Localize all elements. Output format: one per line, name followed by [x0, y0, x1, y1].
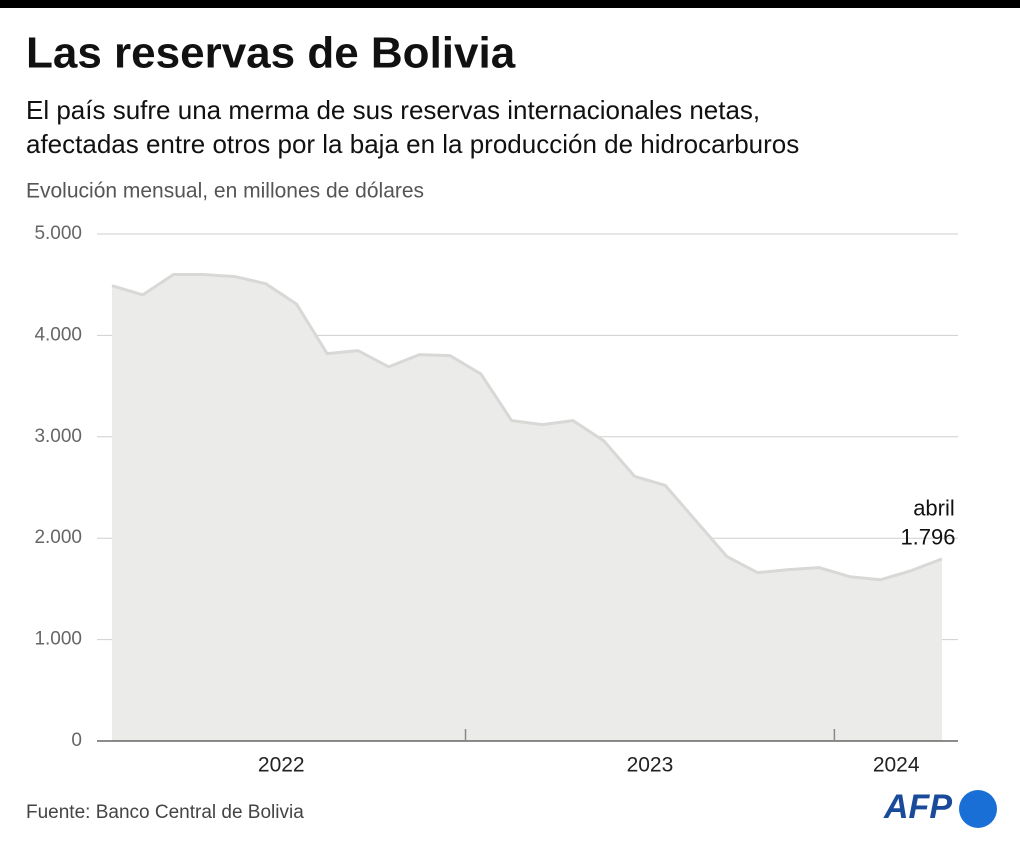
subtitle: afectadas entre otros por la baja en la …	[26, 129, 799, 159]
chart-title: Las reservas de Bolivia	[26, 29, 516, 78]
logo: AFP	[883, 788, 952, 826]
annotation: abril	[913, 496, 955, 521]
y-tick-label: 2.000	[34, 527, 82, 548]
y-tick-label: 1.000	[34, 629, 82, 650]
logo-circle	[959, 790, 997, 828]
y-tick-label: 3.000	[34, 426, 82, 447]
line	[111, 273, 943, 582]
area	[112, 274, 942, 741]
source: Fuente: Banco Central de Bolivia	[26, 802, 304, 823]
y-tick-label: 0	[71, 730, 82, 751]
x-tick-label: 2024	[873, 754, 920, 777]
x-tick-label: 2023	[627, 754, 674, 777]
value-label: 1.796	[900, 525, 955, 550]
y-tick-label: 5.000	[34, 223, 82, 244]
subtitle: El país sufre una merma de sus reservas …	[26, 95, 760, 125]
axis-title: Evolución mensual, en millones de dólare…	[26, 180, 424, 203]
x-tick-label: 2022	[258, 754, 305, 777]
top-bar	[0, 0, 1020, 8]
y-tick-label: 4.000	[34, 324, 82, 345]
